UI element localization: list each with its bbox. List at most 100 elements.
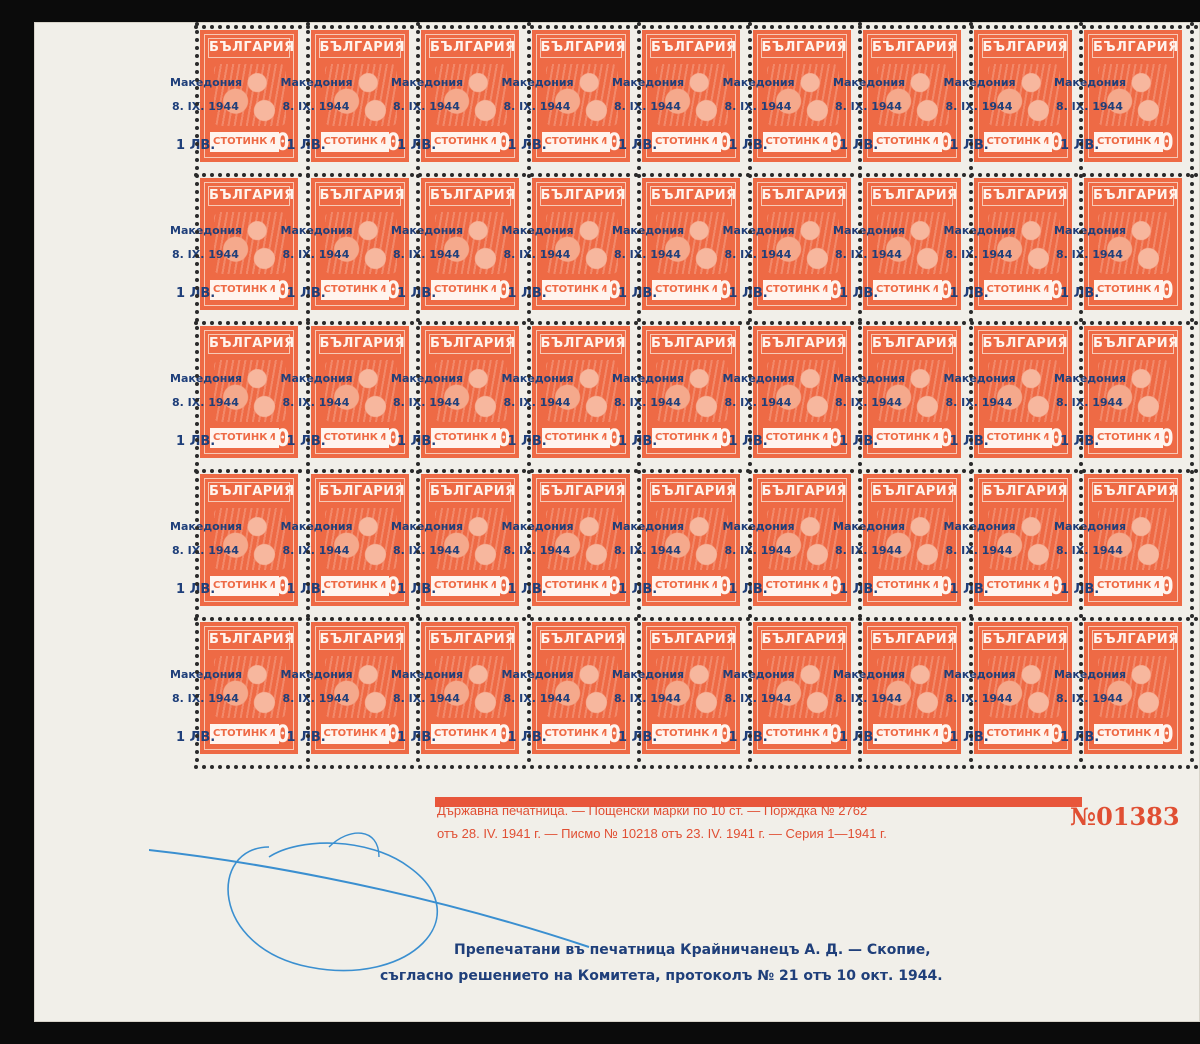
stamp-vignette-icon [987, 360, 1060, 422]
overprint-date: 8. IX. 1944 [503, 544, 571, 557]
stamp-country: БЪЛГАРИЯ [429, 334, 515, 354]
overprint-date: 8. IX. 1944 [724, 692, 792, 705]
stamp-country: БЪЛГАРИЯ [1092, 630, 1178, 650]
stamp-vignette-icon [877, 212, 949, 274]
overprint-date: 8. IX. 1944 [172, 692, 239, 705]
overprint-region: Македония [391, 224, 464, 237]
stamp-frame [756, 626, 847, 750]
stamp: БЪЛГАРИЯ СТОТИНКИ 10 [642, 326, 740, 458]
stamp-value: 10 [1145, 424, 1174, 452]
stamp-frame [1088, 34, 1178, 158]
stamp-value: 10 [1145, 276, 1174, 304]
overprint-region: Македония [722, 372, 795, 385]
reprint-line-1: Препечатани въ печатница Крайничанецъ А.… [454, 942, 931, 958]
overprint-date: 8. IX. 1944 [614, 396, 681, 409]
overprint-value: 1 ЛВ. [1060, 286, 1100, 301]
stamp-vignette-icon [324, 508, 397, 570]
stamp: БЪЛГАРИЯ СТОТИНКИ 10 [421, 622, 519, 754]
overprint-date: 8. IX. 1944 [835, 396, 902, 409]
overprint-date: 8. IX. 1944 [724, 544, 792, 557]
overprint-date: 8. IX. 1944 [835, 692, 902, 705]
stamp-country: БЪЛГАРИЯ [318, 630, 405, 650]
stamp: БЪЛГАРИЯ СТОТИНКИ 10 [310, 30, 409, 162]
stamp-sheet: БЪЛГАРИЯ СТОТИНКИ 10 БЪЛГАРИЯ СТОТИНКИ 10 БЪЛГ… [34, 22, 1200, 1022]
stamp: БЪЛГАРИЯ СТОТИНКИ 10 [642, 622, 740, 754]
overprint-date: 8. IX. 1944 [724, 100, 792, 113]
stamp-value: 10 [703, 424, 732, 452]
stamp-value: 10 [482, 572, 511, 600]
stamp-frame [977, 626, 1068, 750]
overprint-date: 8. IX. 1944 [393, 100, 460, 113]
stamp: БЪЛГАРИЯ СТОТИНКИ 10 [752, 474, 851, 606]
stamp-value-label: СТОТИНКИ [541, 428, 611, 448]
stamp-value: 10 [371, 572, 401, 600]
stamp-vignette-icon [877, 64, 949, 126]
stamp-frame [204, 182, 294, 306]
stamp: БЪЛГАРИЯ СТОТИНКИ 10 [863, 326, 961, 458]
stamp-vignette-icon [766, 360, 839, 422]
stamp: БЪЛГАРИЯ СТОТИНКИ 10 [752, 326, 851, 458]
stamp-vignette-icon [214, 508, 286, 570]
stamp-frame [1088, 182, 1178, 306]
stamp-country: БЪЛГАРИЯ [981, 334, 1068, 354]
stamp-value-label: СТОТИНКИ [873, 724, 942, 744]
stamp-country: БЪЛГАРИЯ [981, 38, 1068, 58]
stamp-country: БЪЛГАРИЯ [429, 482, 515, 502]
stamp-vignette-icon [987, 212, 1060, 274]
stamp-country: БЪЛГАРИЯ [208, 482, 294, 502]
overprint-value: 1 ЛВ. [176, 286, 216, 301]
stamp-value-label: СТОТИНКИ [541, 576, 611, 596]
stamp-value-label: СТОТИНКИ [320, 428, 390, 448]
stamp: БЪЛГАРИЯ СТОТИНКИ 10 [531, 178, 630, 310]
stamp: БЪЛГАРИЯ СТОТИНКИ 10 [973, 178, 1072, 310]
overprint-date: 8. IX. 1944 [393, 248, 460, 261]
stamp-value-label: СТОТИНКИ [431, 724, 500, 744]
stamp: БЪЛГАРИЯ СТОТИНКИ 10 [973, 622, 1072, 754]
stamp-frame [1088, 478, 1178, 602]
overprint-region: Македония [833, 372, 906, 385]
stamp-country: БЪЛГАРИЯ [871, 334, 957, 354]
overprint-region: Македония [170, 224, 243, 237]
stamp-value: 10 [261, 276, 290, 304]
stamp: БЪЛГАРИЯ СТОТИНКИ 10 [642, 474, 740, 606]
overprint-date: 8. IX. 1944 [614, 248, 681, 261]
stamp: БЪЛГАРИЯ СТОТИНКИ 10 [1084, 474, 1182, 606]
overprint-value: 1 ЛВ. [728, 582, 768, 597]
stamp-value-label: СТОТИНКИ [541, 724, 611, 744]
stamp: БЪЛГАРИЯ СТОТИНКИ 10 [973, 30, 1072, 162]
stamp-value: 10 [813, 276, 843, 304]
stamp-value: 10 [924, 276, 953, 304]
stamp-value-label: СТОТИНКИ [873, 428, 942, 448]
overprint-value: 1 ЛВ. [507, 582, 547, 597]
reprint-line-2: съгласно решението на Комитета, протокол… [380, 968, 943, 984]
stamp-vignette-icon [1098, 212, 1170, 274]
overprint-date: 8. IX. 1944 [282, 692, 350, 705]
overprint-region: Македония [612, 520, 685, 533]
stamp-vignette-icon [656, 64, 728, 126]
stamp-value: 10 [1145, 572, 1174, 600]
stamp-value: 10 [703, 128, 732, 156]
stamp-value: 10 [482, 720, 511, 748]
overprint-region: Македония [833, 520, 906, 533]
stamp-vignette-icon [545, 360, 618, 422]
stamp-country: БЪЛГАРИЯ [871, 38, 957, 58]
stamp-value: 10 [813, 720, 843, 748]
stamp: БЪЛГАРИЯ СТОТИНКИ 10 [200, 474, 298, 606]
stamp-frame [425, 330, 515, 454]
stamp-country: БЪЛГАРИЯ [871, 186, 957, 206]
overprint-date: 8. IX. 1944 [172, 100, 239, 113]
stamp-value-label: СТОТИНКИ [983, 280, 1053, 300]
overprint-date: 8. IX. 1944 [614, 100, 681, 113]
stamp-frame [977, 182, 1068, 306]
overprint-region: Македония [943, 372, 1016, 385]
stamp: БЪЛГАРИЯ СТОТИНКИ 10 [421, 474, 519, 606]
stamp-frame [756, 330, 847, 454]
stamp-value-label: СТОТИНКИ [1094, 724, 1163, 744]
stamp: БЪЛГАРИЯ СТОТИНКИ 10 [200, 622, 298, 754]
stamp: БЪЛГАРИЯ СТОТИНКИ 10 [642, 178, 740, 310]
overprint-region: Македония [280, 520, 353, 533]
stamp-value: 10 [592, 276, 622, 304]
stamp-vignette-icon [435, 360, 507, 422]
stamp-value: 10 [592, 572, 622, 600]
stamp-frame [204, 34, 294, 158]
